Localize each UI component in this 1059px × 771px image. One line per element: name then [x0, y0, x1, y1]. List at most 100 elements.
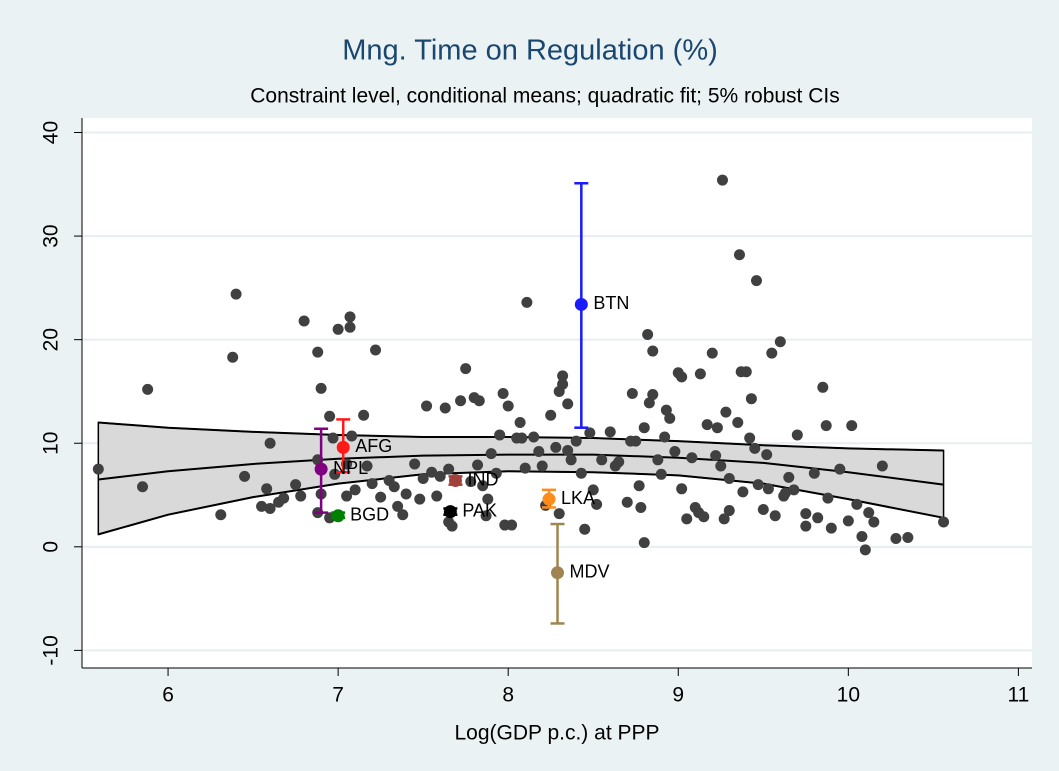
- point: [142, 383, 154, 395]
- point: [536, 460, 548, 472]
- point: [366, 478, 378, 490]
- point: [800, 520, 812, 532]
- point: [711, 422, 723, 434]
- point: [230, 288, 242, 300]
- point: [550, 441, 562, 453]
- point: [859, 544, 871, 556]
- point: [788, 484, 800, 496]
- point: [528, 431, 540, 443]
- point: [227, 351, 239, 363]
- point-label: MDV: [570, 561, 610, 581]
- point: [584, 427, 596, 439]
- point: [579, 523, 591, 535]
- point: [591, 498, 603, 510]
- point: [137, 481, 149, 493]
- point: [460, 363, 472, 375]
- point-label: LKA: [561, 488, 595, 508]
- point: [655, 468, 667, 480]
- point: [676, 371, 688, 383]
- point: [715, 460, 727, 472]
- point: [723, 505, 735, 517]
- point: [439, 402, 451, 414]
- point: [723, 472, 735, 484]
- point: [647, 389, 659, 401]
- point: [409, 458, 421, 470]
- x-tick-label: 6: [162, 684, 174, 707]
- point: [516, 432, 528, 444]
- point: [506, 519, 518, 531]
- point: [652, 454, 664, 466]
- point: [626, 388, 638, 400]
- point: [757, 504, 769, 516]
- point: [514, 417, 526, 429]
- point: [664, 412, 676, 424]
- highlight-point: [331, 509, 345, 523]
- point: [256, 500, 268, 512]
- y-tick-label: 40: [40, 121, 63, 144]
- point: [638, 537, 650, 549]
- x-tick-label: 11: [1007, 684, 1029, 707]
- point: [822, 492, 834, 504]
- point: [349, 484, 361, 496]
- point: [720, 406, 732, 418]
- point: [938, 516, 950, 528]
- point: [686, 452, 698, 464]
- point: [533, 446, 545, 458]
- x-tick-label: 10: [837, 684, 860, 707]
- point: [477, 480, 489, 492]
- point: [497, 388, 509, 400]
- point: [750, 275, 762, 287]
- point: [820, 420, 832, 432]
- point: [494, 429, 506, 441]
- point: [521, 296, 533, 308]
- point: [737, 486, 749, 498]
- point: [706, 347, 718, 359]
- point: [298, 315, 310, 327]
- ci-line: [98, 421, 944, 452]
- point: [817, 381, 829, 393]
- point: [502, 400, 514, 412]
- highlight-point: [551, 566, 565, 580]
- point: [791, 429, 803, 441]
- point: [876, 460, 888, 472]
- point: [752, 479, 764, 491]
- point: [312, 346, 324, 358]
- point: [769, 510, 781, 522]
- point: [290, 479, 302, 491]
- point: [414, 493, 426, 505]
- point: [344, 311, 356, 323]
- point: [446, 520, 458, 532]
- point: [902, 531, 914, 543]
- point: [315, 382, 327, 394]
- point: [643, 397, 655, 409]
- point: [694, 368, 706, 380]
- point: [562, 398, 574, 410]
- point: [846, 420, 858, 432]
- point: [519, 462, 531, 474]
- point: [482, 493, 494, 505]
- point: [761, 449, 773, 461]
- point: [480, 510, 492, 522]
- point: [604, 426, 616, 438]
- point: [762, 483, 774, 495]
- point: [490, 467, 502, 479]
- point: [575, 467, 587, 479]
- point: [633, 480, 645, 492]
- x-axis-label: Log(GDP p.c.) at PPP: [454, 722, 659, 745]
- point-label: BGD: [350, 504, 389, 524]
- x-tick-label: 8: [502, 684, 514, 707]
- point: [890, 533, 902, 545]
- point-label: BTN: [593, 293, 629, 313]
- point: [825, 522, 837, 534]
- point: [800, 508, 812, 520]
- point: [392, 500, 404, 512]
- point: [264, 437, 276, 449]
- point: [557, 370, 569, 382]
- point: [455, 395, 467, 407]
- point: [341, 490, 353, 502]
- point: [261, 483, 273, 495]
- point: [676, 483, 688, 495]
- point: [774, 336, 786, 348]
- point: [465, 476, 477, 488]
- highlight-point: [336, 440, 350, 454]
